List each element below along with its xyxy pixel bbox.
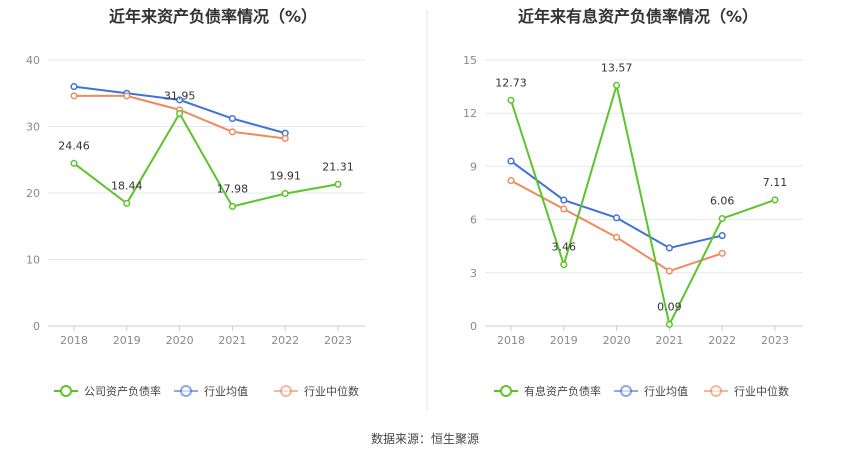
legend-label: 行业中位数	[304, 384, 359, 398]
data-point	[718, 232, 726, 240]
chart-debt-ratio: 近年来资产负债率情况（%） 0 10 20 30 40 2018 2019 2020 2021 20…	[26, 7, 365, 398]
y-tick-label: 12	[463, 107, 477, 120]
legend-label: 公司资产负债率	[84, 384, 161, 398]
data-label: 0.09	[657, 300, 682, 313]
y-tick-label: 10	[26, 254, 40, 267]
data-source-footer: 数据来源：恒生聚源	[371, 431, 479, 446]
x-tick-label: 2020	[166, 334, 194, 347]
chart-title: 近年来有息资产负债率情况（%）	[518, 7, 758, 26]
series-line-2	[510, 179, 723, 273]
x-tick-label: 2018	[497, 334, 525, 347]
legend-label: 行业均值	[644, 385, 688, 398]
data-point	[665, 244, 673, 252]
legend-label: 行业均值	[204, 385, 248, 398]
y-tick-label: 40	[26, 54, 40, 67]
data-point	[70, 83, 78, 91]
y-tick-label: 15	[463, 54, 477, 67]
legend-marker	[710, 385, 722, 397]
data-point	[613, 81, 621, 89]
x-tick-label: 2018	[60, 334, 88, 347]
data-point	[123, 92, 131, 100]
series-line-0	[510, 85, 776, 328]
data-point	[560, 261, 568, 269]
data-point	[665, 320, 673, 328]
data-label: 13.57	[601, 61, 633, 74]
y-tick-label: 6	[470, 214, 477, 227]
data-point	[507, 177, 515, 185]
legend-marker	[620, 385, 632, 397]
legend-label: 有息资产负债率	[524, 384, 601, 398]
data-point	[281, 134, 289, 143]
data-point	[507, 157, 515, 165]
data-point	[560, 205, 568, 213]
y-tick-label: 3	[470, 267, 477, 280]
data-point	[176, 109, 184, 118]
data-label: 21.31	[322, 160, 354, 173]
data-point	[70, 159, 78, 167]
data-point	[613, 233, 621, 241]
data-point	[228, 128, 236, 136]
data-point	[228, 114, 236, 123]
legend-marker	[180, 385, 192, 397]
data-point	[771, 196, 779, 204]
x-tick-label: 2021	[655, 334, 683, 347]
x-tick-label: 2023	[324, 334, 352, 347]
y-tick-label: 0	[470, 320, 477, 333]
x-tick-label: 2021	[218, 334, 246, 347]
data-point	[176, 96, 184, 104]
legend-marker	[280, 385, 292, 397]
x-tick-label: 2022	[708, 334, 736, 347]
legend-label: 行业中位数	[734, 384, 789, 398]
x-tick-label: 2019	[550, 334, 578, 347]
x-tick-label: 2023	[761, 334, 789, 347]
data-point	[334, 180, 342, 188]
data-point	[123, 199, 131, 207]
data-label: 12.73	[495, 76, 527, 89]
data-point	[507, 96, 515, 104]
data-point	[560, 196, 568, 204]
y-tick-label: 0	[33, 320, 40, 333]
x-tick-label: 2022	[271, 334, 299, 347]
data-label: 3.46	[552, 241, 577, 254]
data-label: 24.46	[58, 139, 90, 152]
x-tick-label: 2019	[113, 334, 141, 347]
data-point	[718, 249, 726, 257]
data-point	[281, 190, 289, 198]
data-point	[70, 92, 78, 100]
data-label: 31.95	[164, 90, 196, 103]
data-label: 17.98	[217, 182, 249, 195]
x-tick-label: 2020	[603, 334, 631, 347]
legend-marker	[500, 385, 512, 397]
data-point	[718, 214, 726, 223]
data-point	[613, 214, 621, 222]
data-label: 7.11	[763, 176, 788, 189]
data-label: 18.44	[111, 179, 143, 192]
data-label: 6.06	[710, 195, 735, 208]
chart-interest-bearing-debt-ratio: 近年来有息资产负债率情况（%） 0 3 6 9 12 15 2018 2019 2020 2021 2…	[463, 7, 803, 398]
chart-title: 近年来资产负债率情况（%）	[109, 7, 317, 26]
data-label: 19.91	[269, 170, 301, 183]
data-point	[665, 267, 673, 275]
data-point	[228, 202, 236, 210]
legend-marker	[60, 385, 72, 397]
y-tick-label: 30	[26, 121, 40, 134]
y-tick-label: 9	[470, 160, 477, 173]
y-tick-label: 20	[26, 187, 40, 200]
series-line-0	[73, 111, 339, 208]
